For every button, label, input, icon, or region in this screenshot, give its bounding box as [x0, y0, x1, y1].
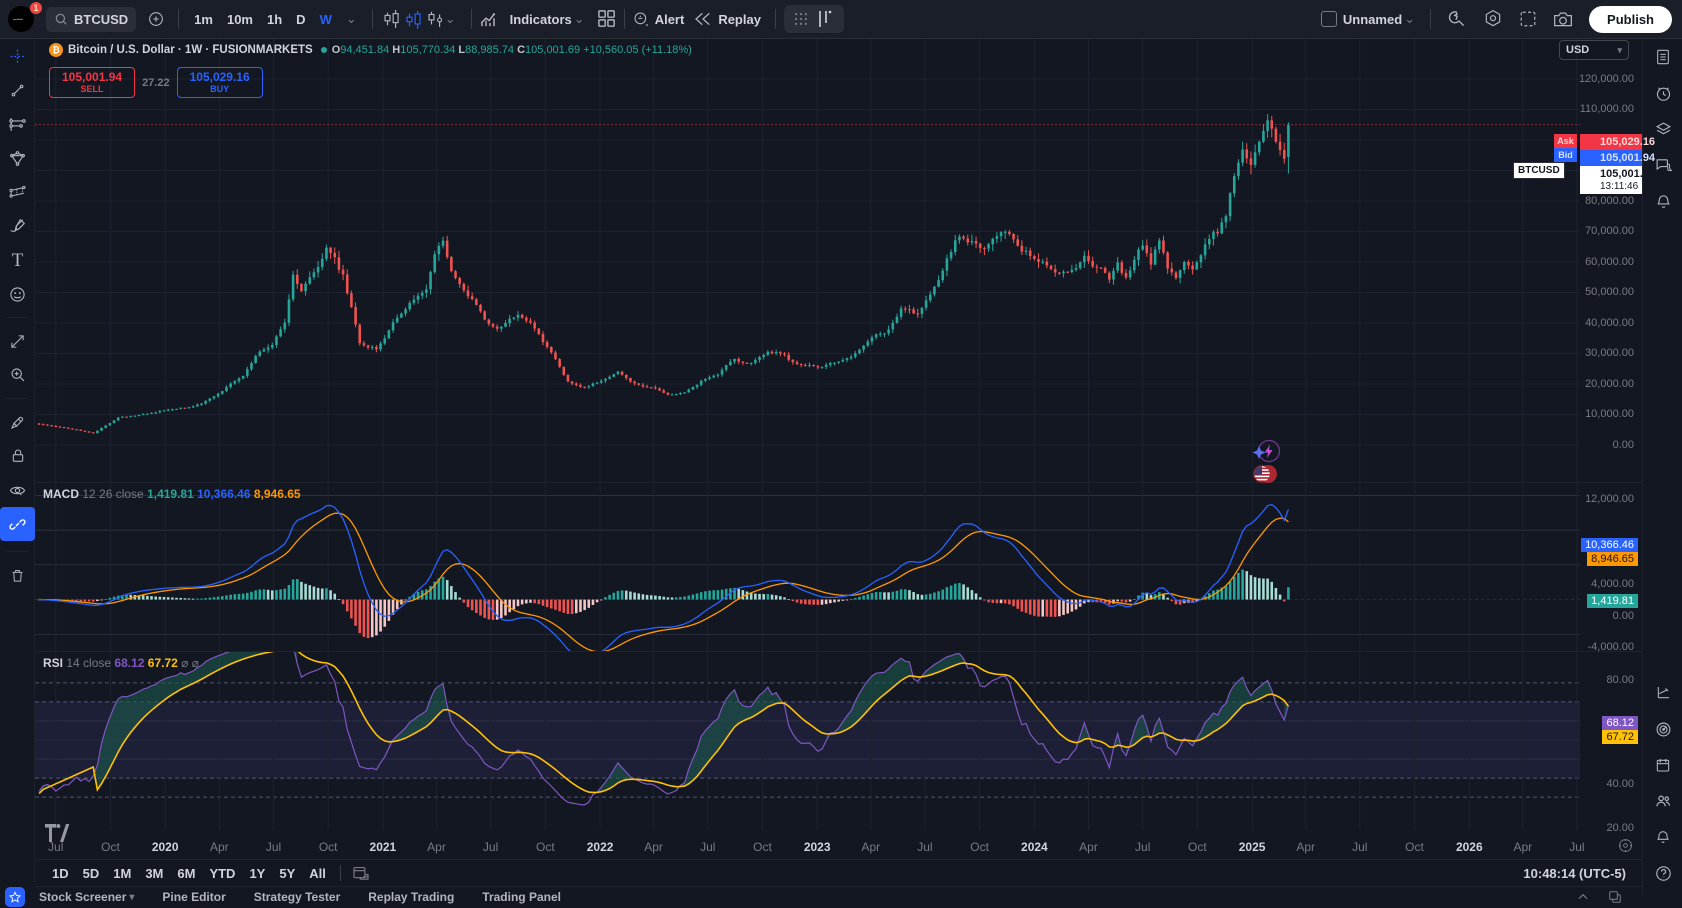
svg-text:pineXrade: pineXrade — [13, 19, 23, 21]
